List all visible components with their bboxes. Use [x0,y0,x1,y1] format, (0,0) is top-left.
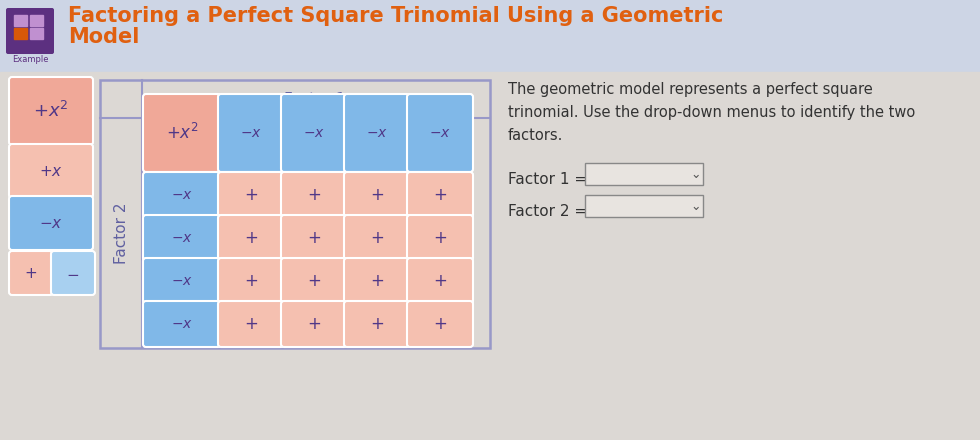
FancyBboxPatch shape [143,258,221,304]
FancyBboxPatch shape [344,94,410,172]
Text: Factor 2: Factor 2 [114,202,128,264]
Text: Model: Model [68,27,139,47]
Text: Example: Example [12,55,48,64]
FancyBboxPatch shape [51,251,95,295]
FancyBboxPatch shape [407,301,473,347]
Bar [14,28,27,39]
FancyBboxPatch shape [9,196,93,250]
Text: $+$: $+$ [244,272,258,290]
Text: $-x$: $-x$ [366,126,388,140]
Text: $+$: $+$ [307,186,321,204]
FancyBboxPatch shape [585,195,703,217]
FancyBboxPatch shape [9,251,53,295]
FancyBboxPatch shape [407,172,473,218]
Text: $+$: $+$ [369,229,384,247]
Text: $-x$: $-x$ [172,317,193,331]
FancyBboxPatch shape [143,94,221,172]
Bar [14,15,27,26]
Text: $+$: $+$ [433,186,447,204]
FancyBboxPatch shape [407,215,473,261]
Text: $+$: $+$ [369,315,384,333]
Text: $+$: $+$ [307,229,321,247]
Bar [0,72,980,440]
Bar [0,0,980,72]
FancyBboxPatch shape [6,8,54,54]
FancyBboxPatch shape [218,258,284,304]
Text: Factor 1: Factor 1 [284,92,346,106]
FancyBboxPatch shape [218,301,284,347]
Text: $+$: $+$ [307,272,321,290]
Bar [30,15,43,26]
Text: $+$: $+$ [369,272,384,290]
Text: ⌄: ⌄ [691,168,702,180]
FancyBboxPatch shape [344,301,410,347]
Text: $+$: $+$ [244,315,258,333]
Text: $+x$: $+x$ [39,164,63,179]
FancyBboxPatch shape [143,301,221,347]
FancyBboxPatch shape [344,172,410,218]
FancyBboxPatch shape [281,94,347,172]
Text: $+$: $+$ [369,186,384,204]
Text: $-x$: $-x$ [429,126,451,140]
FancyBboxPatch shape [281,172,347,218]
FancyBboxPatch shape [407,258,473,304]
FancyBboxPatch shape [218,215,284,261]
Text: $+$: $+$ [433,315,447,333]
Text: The geometric model represents a perfect square
trinomial. Use the drop-down men: The geometric model represents a perfect… [508,82,915,143]
Bar [100,80,490,348]
FancyBboxPatch shape [143,172,221,218]
FancyBboxPatch shape [281,301,347,347]
Text: $-x$: $-x$ [240,126,262,140]
Text: $+$: $+$ [24,265,37,281]
Text: $+$: $+$ [433,272,447,290]
Text: Factoring a Perfect Square Trinomial Using a Geometric: Factoring a Perfect Square Trinomial Usi… [68,6,723,26]
FancyBboxPatch shape [585,163,703,185]
FancyBboxPatch shape [9,144,93,198]
Text: $+$: $+$ [433,229,447,247]
Text: $-x$: $-x$ [172,188,193,202]
Text: $-x$: $-x$ [39,216,63,231]
Text: $+$: $+$ [307,315,321,333]
FancyBboxPatch shape [281,215,347,261]
FancyBboxPatch shape [407,94,473,172]
Text: $+$: $+$ [244,186,258,204]
Text: $+x^2$: $+x^2$ [33,101,69,121]
FancyBboxPatch shape [344,215,410,261]
Text: $-$: $-$ [67,265,79,281]
FancyBboxPatch shape [143,215,221,261]
Text: $-x$: $-x$ [172,231,193,245]
FancyBboxPatch shape [344,258,410,304]
Text: Factor 2 =: Factor 2 = [508,204,587,219]
Text: Factor 1 =: Factor 1 = [508,172,587,187]
FancyBboxPatch shape [9,77,93,145]
FancyBboxPatch shape [218,94,284,172]
Text: ⌄: ⌄ [691,199,702,213]
Text: $-x$: $-x$ [172,274,193,288]
Bar [30,28,43,39]
Text: $+x^2$: $+x^2$ [166,123,198,143]
Text: $-x$: $-x$ [303,126,325,140]
FancyBboxPatch shape [218,172,284,218]
Text: $+$: $+$ [244,229,258,247]
FancyBboxPatch shape [281,258,347,304]
